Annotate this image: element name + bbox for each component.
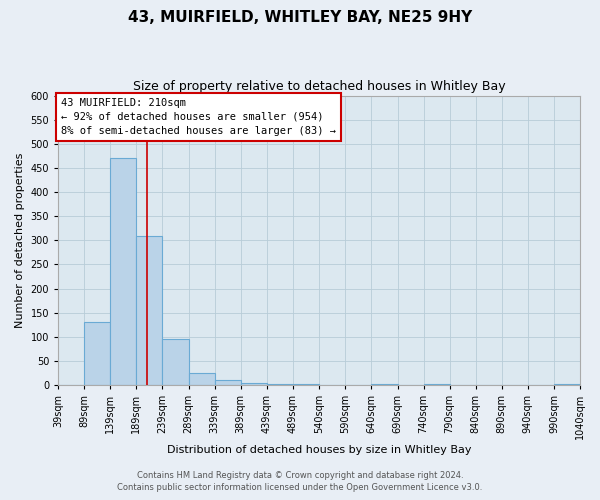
- X-axis label: Distribution of detached houses by size in Whitley Bay: Distribution of detached houses by size …: [167, 445, 472, 455]
- Text: 43, MUIRFIELD, WHITLEY BAY, NE25 9HY: 43, MUIRFIELD, WHITLEY BAY, NE25 9HY: [128, 10, 472, 25]
- Bar: [554, 384, 580, 385]
- Bar: [424, 384, 449, 385]
- Title: Size of property relative to detached houses in Whitley Bay: Size of property relative to detached ho…: [133, 80, 505, 93]
- Bar: [267, 384, 293, 385]
- Text: Contains HM Land Registry data © Crown copyright and database right 2024.
Contai: Contains HM Land Registry data © Crown c…: [118, 471, 482, 492]
- Bar: [241, 383, 267, 385]
- Y-axis label: Number of detached properties: Number of detached properties: [15, 152, 25, 328]
- Bar: [136, 236, 163, 385]
- Text: 43 MUIRFIELD: 210sqm
← 92% of detached houses are smaller (954)
8% of semi-detac: 43 MUIRFIELD: 210sqm ← 92% of detached h…: [61, 98, 336, 136]
- Bar: [188, 373, 215, 385]
- Bar: [110, 158, 136, 385]
- Bar: [293, 384, 319, 385]
- Bar: [163, 340, 188, 385]
- Bar: [84, 322, 110, 385]
- Bar: [371, 384, 398, 385]
- Bar: [215, 380, 241, 385]
